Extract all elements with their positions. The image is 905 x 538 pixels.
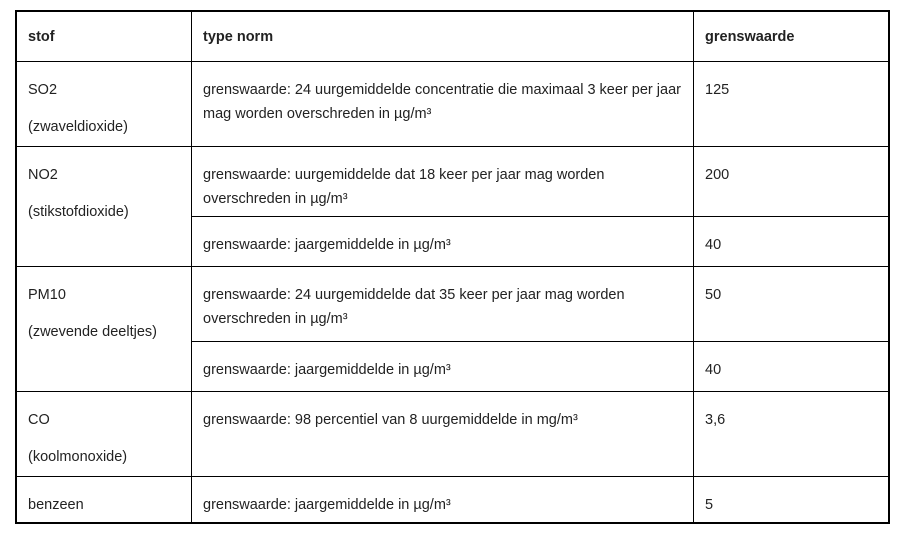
header-stof: stof <box>15 10 192 62</box>
stof-formula: CO <box>28 411 50 428</box>
type-norm-cell: grenswaarde: jaargemiddelde in µg/m³ <box>191 475 694 524</box>
table-row: SO2 (zwaveldioxide) grenswaarde: 24 uurge… <box>15 60 890 147</box>
stof-cell: SO2 (zwaveldioxide) <box>15 60 192 147</box>
stof-cell: PM10 (zwevende deeltjes) <box>15 265 192 392</box>
stof-name: (koolmonoxide) <box>28 448 128 465</box>
stof-name: (zwaveldioxide) <box>28 118 128 135</box>
header-type-norm: type norm <box>191 10 694 62</box>
stof-cell: NO2 (stikstofdioxide) <box>15 145 192 267</box>
table-row: NO2 (stikstofdioxide) grenswaarde: uurgem… <box>15 145 890 267</box>
type-norm-cell: grenswaarde: 24 uurgemiddelde dat 35 kee… <box>191 265 694 342</box>
table-row: PM10 (zwevende deeltjes) grenswaarde: 24 … <box>15 265 890 392</box>
stof-cell: benzeen <box>15 475 192 524</box>
header-grenswaarde: grenswaarde <box>693 10 890 62</box>
stof-name: (zwevende deeltjes) <box>28 323 157 340</box>
type-norm-cell: grenswaarde: jaargemiddelde in µg/m³ <box>191 340 694 392</box>
type-norm-cell: grenswaarde: jaargemiddelde in µg/m³ <box>191 215 694 267</box>
type-norm-cell: grenswaarde: uurgemiddelde dat 18 keer p… <box>191 145 694 217</box>
limit-values-table: stof type norm grenswaarde SO2 (zwaveldio… <box>15 10 890 524</box>
type-norm-cell: grenswaarde: 24 uurgemiddelde concentrat… <box>191 60 694 147</box>
stof-cell: CO (koolmonoxide) <box>15 390 192 477</box>
table-row: grenswaarde: jaargemiddelde in µg/m³ 40 <box>16 340 890 392</box>
value-cell: 40 <box>693 215 890 267</box>
table-row: CO (koolmonoxide) grenswaarde: 98 percent… <box>15 390 890 477</box>
stof-formula: NO2 <box>28 166 58 183</box>
value-cell: 5 <box>693 475 890 524</box>
stof-formula: PM10 <box>28 286 66 303</box>
stof-name: (stikstofdioxide) <box>28 203 129 220</box>
table-row: grenswaarde: jaargemiddelde in µg/m³ 40 <box>16 215 890 267</box>
type-norm-cell: grenswaarde: 98 percentiel van 8 uurgemi… <box>191 390 694 477</box>
value-cell: 40 <box>693 340 890 392</box>
stof-formula: SO2 <box>28 81 58 98</box>
value-cell: 125 <box>693 60 890 147</box>
table-row: benzeen grenswaarde: jaargemiddelde in µ… <box>15 475 890 524</box>
header-row: stof type norm grenswaarde <box>15 10 890 62</box>
value-cell: 200 <box>693 145 890 217</box>
value-cell: 3,6 <box>693 390 890 477</box>
value-cell: 50 <box>693 265 890 342</box>
